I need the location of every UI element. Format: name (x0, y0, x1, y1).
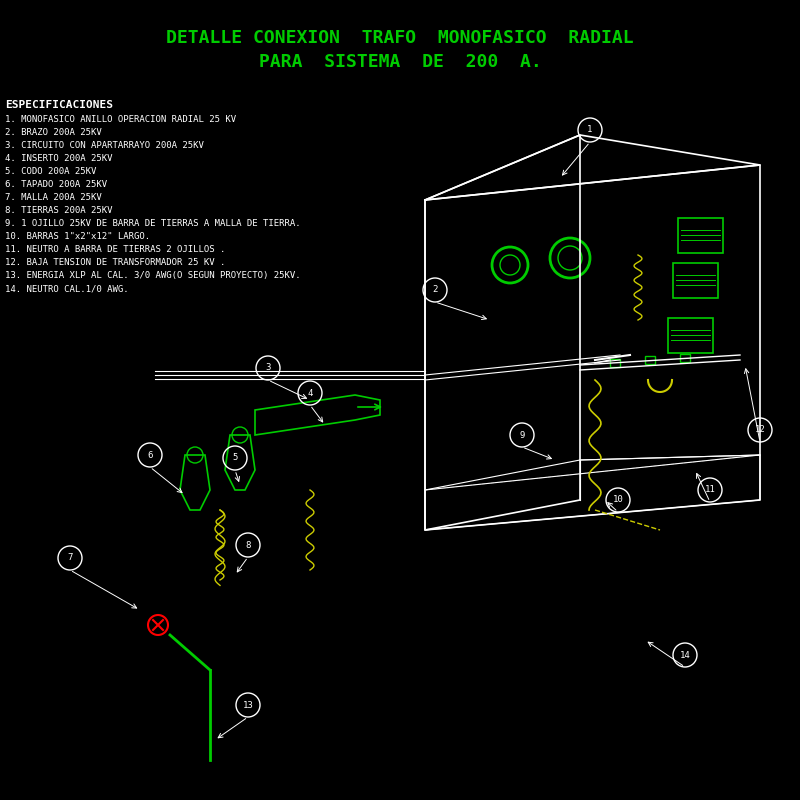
Text: 8: 8 (246, 541, 250, 550)
Text: 13: 13 (242, 701, 254, 710)
Text: 1. MONOFASICO ANILLO OPERACION RADIAL 25 KV: 1. MONOFASICO ANILLO OPERACION RADIAL 25… (5, 115, 236, 124)
Text: 4. INSERTO 200A 25KV: 4. INSERTO 200A 25KV (5, 154, 113, 163)
Text: 9: 9 (519, 430, 525, 439)
Text: 11. NEUTRO A BARRA DE TIERRAS 2 OJILLOS .: 11. NEUTRO A BARRA DE TIERRAS 2 OJILLOS … (5, 245, 226, 254)
Text: 3: 3 (266, 363, 270, 373)
Text: 14. NEUTRO CAL.1/0 AWG.: 14. NEUTRO CAL.1/0 AWG. (5, 284, 129, 293)
Text: 12. BAJA TENSION DE TRANSFORMADOR 25 KV .: 12. BAJA TENSION DE TRANSFORMADOR 25 KV … (5, 258, 226, 267)
Text: 3. CIRCUITO CON APARTARRAYO 200A 25KV: 3. CIRCUITO CON APARTARRAYO 200A 25KV (5, 141, 204, 150)
Text: 14: 14 (680, 650, 690, 659)
Text: DETALLE CONEXION  TRAFO  MONOFASICO  RADIAL: DETALLE CONEXION TRAFO MONOFASICO RADIAL (166, 29, 634, 47)
Text: ESPECIFICACIONES: ESPECIFICACIONES (5, 100, 113, 110)
Text: 12: 12 (754, 426, 766, 434)
Text: 6: 6 (147, 450, 153, 459)
Text: 6. TAPADO 200A 25KV: 6. TAPADO 200A 25KV (5, 180, 107, 189)
Text: 2: 2 (432, 286, 438, 294)
Text: 5: 5 (232, 454, 238, 462)
Text: PARA  SISTEMA  DE  200  A.: PARA SISTEMA DE 200 A. (258, 53, 542, 71)
Text: 10: 10 (613, 495, 623, 505)
Text: 1: 1 (587, 126, 593, 134)
Text: 2. BRAZO 200A 25KV: 2. BRAZO 200A 25KV (5, 128, 102, 137)
Text: 5. CODO 200A 25KV: 5. CODO 200A 25KV (5, 167, 96, 176)
Text: 13. ENERGIA XLP AL CAL. 3/0 AWG(O SEGUN PROYECTO) 25KV.: 13. ENERGIA XLP AL CAL. 3/0 AWG(O SEGUN … (5, 271, 301, 280)
Text: 8. TIERRAS 200A 25KV: 8. TIERRAS 200A 25KV (5, 206, 113, 215)
Text: 4: 4 (307, 389, 313, 398)
Text: 10. BARRAS 1"x2"x12" LARGO.: 10. BARRAS 1"x2"x12" LARGO. (5, 232, 150, 241)
Text: 7: 7 (67, 554, 73, 562)
Text: 9. 1 OJILLO 25KV DE BARRA DE TIERRAS A MALLA DE TIERRA.: 9. 1 OJILLO 25KV DE BARRA DE TIERRAS A M… (5, 219, 301, 228)
Text: 7. MALLA 200A 25KV: 7. MALLA 200A 25KV (5, 193, 102, 202)
Text: 11: 11 (705, 486, 715, 494)
